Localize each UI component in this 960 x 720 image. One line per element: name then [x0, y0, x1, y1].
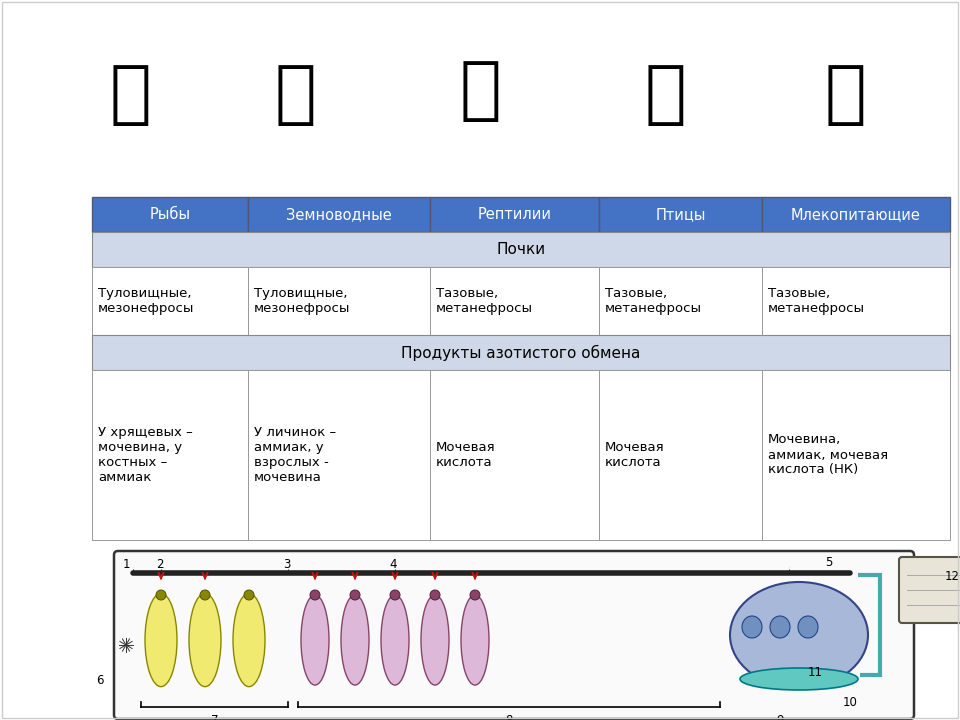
- Text: Рептилии: Рептилии: [477, 207, 551, 222]
- Text: 10: 10: [843, 696, 857, 709]
- Text: 7: 7: [211, 714, 218, 720]
- Ellipse shape: [740, 668, 858, 690]
- Bar: [599, 370, 762, 540]
- Bar: [762, 267, 950, 335]
- Text: Тазовые,
метанефросы: Тазовые, метанефросы: [605, 287, 702, 315]
- Bar: [92, 267, 248, 335]
- Text: Рыбы: Рыбы: [150, 207, 190, 222]
- Ellipse shape: [798, 616, 818, 638]
- Text: 9: 9: [777, 714, 783, 720]
- Bar: [599, 267, 762, 335]
- Circle shape: [430, 590, 440, 600]
- Text: У хрящевых –
мочевина, у
костных –
аммиак: У хрящевых – мочевина, у костных – аммиа…: [98, 426, 193, 484]
- Text: 6: 6: [96, 673, 104, 686]
- Ellipse shape: [461, 595, 489, 685]
- Text: Мочевая
кислота: Мочевая кислота: [436, 441, 495, 469]
- Circle shape: [200, 590, 210, 600]
- Circle shape: [350, 590, 360, 600]
- Text: Мочевина,
аммиак, мочевая
кислота (НК): Мочевина, аммиак, мочевая кислота (НК): [768, 433, 888, 477]
- Bar: [92, 370, 248, 540]
- Ellipse shape: [730, 582, 868, 688]
- Bar: [762, 197, 950, 232]
- Ellipse shape: [233, 593, 265, 687]
- Text: Туловищные,
мезонефросы: Туловищные, мезонефросы: [254, 287, 350, 315]
- FancyBboxPatch shape: [114, 551, 914, 719]
- Text: 🦎: 🦎: [459, 56, 501, 124]
- Text: Почки: Почки: [496, 242, 545, 257]
- Bar: [248, 267, 430, 335]
- Circle shape: [244, 590, 254, 600]
- Bar: [762, 370, 950, 540]
- Text: 8: 8: [505, 714, 513, 720]
- Circle shape: [156, 590, 166, 600]
- Ellipse shape: [189, 593, 221, 687]
- Text: 5: 5: [826, 557, 832, 570]
- Text: 🐟: 🐟: [109, 61, 151, 128]
- Circle shape: [310, 590, 320, 600]
- Bar: [92, 232, 950, 267]
- Bar: [599, 197, 762, 232]
- Text: 🐸: 🐸: [275, 61, 316, 128]
- Ellipse shape: [421, 595, 449, 685]
- Text: Продукты азотистого обмена: Продукты азотистого обмена: [401, 344, 640, 361]
- Text: Млекопитающие: Млекопитающие: [791, 207, 921, 222]
- Text: Мочевая
кислота: Мочевая кислота: [605, 441, 664, 469]
- Bar: [430, 370, 599, 540]
- Bar: [92, 197, 248, 232]
- Text: Тазовые,
метанефросы: Тазовые, метанефросы: [436, 287, 533, 315]
- Bar: [430, 267, 599, 335]
- Text: У личинок –
аммиак, у
взрослых -
мочевина: У личинок – аммиак, у взрослых - мочевин…: [254, 426, 336, 484]
- Bar: [0, 0, 960, 195]
- Circle shape: [390, 590, 400, 600]
- Bar: [430, 197, 599, 232]
- Text: 4: 4: [389, 559, 396, 572]
- Text: Туловищные,
мезонефросы: Туловищные, мезонефросы: [98, 287, 194, 315]
- Text: 11: 11: [807, 667, 823, 680]
- Text: 🐇: 🐇: [824, 61, 866, 128]
- Text: 1: 1: [122, 559, 130, 572]
- Ellipse shape: [301, 595, 329, 685]
- FancyBboxPatch shape: [899, 557, 960, 623]
- Ellipse shape: [742, 616, 762, 638]
- Ellipse shape: [770, 616, 790, 638]
- Text: 12: 12: [945, 570, 959, 583]
- Ellipse shape: [381, 595, 409, 685]
- Text: 2: 2: [156, 559, 164, 572]
- Text: Птицы: Птицы: [656, 207, 706, 222]
- Bar: [248, 370, 430, 540]
- Text: Земноводные: Земноводные: [286, 207, 392, 222]
- Text: 🦉: 🦉: [644, 61, 685, 128]
- Bar: [92, 335, 950, 370]
- Circle shape: [470, 590, 480, 600]
- Text: Тазовые,
метанефросы: Тазовые, метанефросы: [768, 287, 865, 315]
- Bar: [248, 197, 430, 232]
- Ellipse shape: [145, 593, 177, 687]
- Ellipse shape: [341, 595, 369, 685]
- Text: 3: 3: [283, 559, 291, 572]
